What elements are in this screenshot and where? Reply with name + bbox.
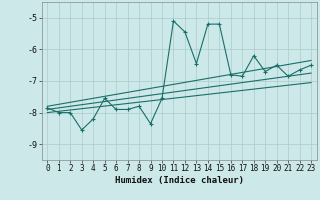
X-axis label: Humidex (Indice chaleur): Humidex (Indice chaleur): [115, 176, 244, 185]
